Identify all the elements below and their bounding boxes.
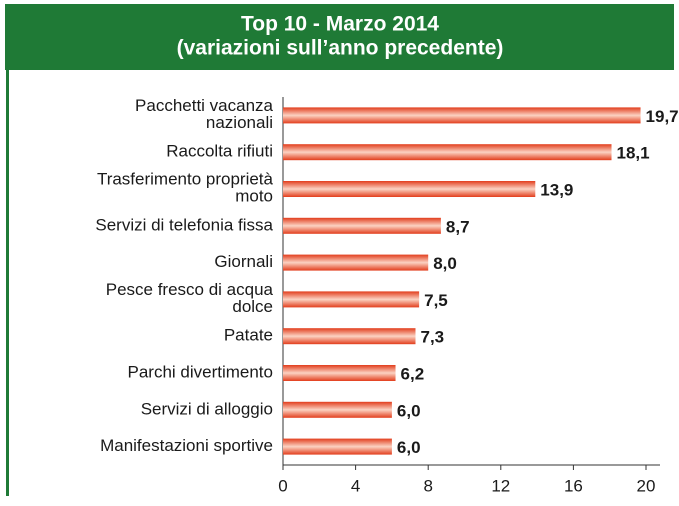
bar: [283, 181, 536, 197]
value-label: 7,5: [424, 291, 448, 310]
y-tick-label: Trasferimento proprietà moto: [97, 170, 274, 206]
frame-line: [6, 70, 9, 496]
value-label: 8,0: [433, 254, 457, 273]
chart-subtitle: (variazioni sull’anno precedente): [177, 37, 504, 60]
x-tick-label: 20: [637, 476, 656, 495]
value-label: 7,3: [420, 328, 444, 347]
bar: [283, 254, 429, 271]
label-line: Pesce fresco di acqua: [106, 280, 274, 299]
bar: [283, 438, 392, 455]
value-label: 18,1: [617, 144, 650, 163]
y-tick-label: Raccolta rifiuti: [166, 142, 273, 161]
y-tick-label: Giornali: [214, 252, 273, 271]
bar: [283, 217, 441, 234]
x-tick-label: 0: [278, 476, 287, 495]
bar: [283, 291, 420, 308]
y-tick-label: Pacchetti vacanza nazionali: [135, 96, 274, 132]
x-tick-label: 16: [564, 476, 583, 495]
chart-title: Top 10 - Marzo 2014: [241, 13, 439, 36]
label-line: Trasferimento proprietà: [97, 170, 274, 189]
y-tick-label: Patate: [224, 326, 273, 345]
value-label: 6,0: [397, 438, 421, 457]
label-line: nazionali: [206, 113, 273, 132]
y-tick-label: Servizi di alloggio: [141, 399, 273, 418]
x-tick-label: 4: [351, 476, 360, 495]
bar: [283, 144, 612, 161]
y-tick-label: Parchi divertimento: [127, 362, 273, 381]
title-bar: [5, 4, 674, 70]
y-tick-label: Manifestazioni sportive: [100, 436, 273, 455]
value-label: 6,2: [401, 364, 425, 383]
y-tick-label: Pesce fresco di acqua dolce: [106, 280, 274, 316]
label-line: moto: [235, 187, 273, 206]
label-line: dolce: [232, 297, 273, 316]
label-line: Pacchetti vacanza: [135, 96, 274, 115]
value-label: 8,7: [446, 217, 470, 236]
bar: [283, 107, 641, 124]
value-label: 13,9: [540, 180, 573, 199]
value-label: 6,0: [397, 401, 421, 420]
y-tick-label: Servizi di telefonia fissa: [95, 215, 273, 234]
bar: [283, 365, 396, 381]
value-label: 19,7: [646, 107, 679, 126]
x-tick-label: 12: [491, 476, 510, 495]
bar: [283, 401, 392, 418]
x-tick-label: 8: [423, 476, 432, 495]
bar: [283, 328, 416, 345]
